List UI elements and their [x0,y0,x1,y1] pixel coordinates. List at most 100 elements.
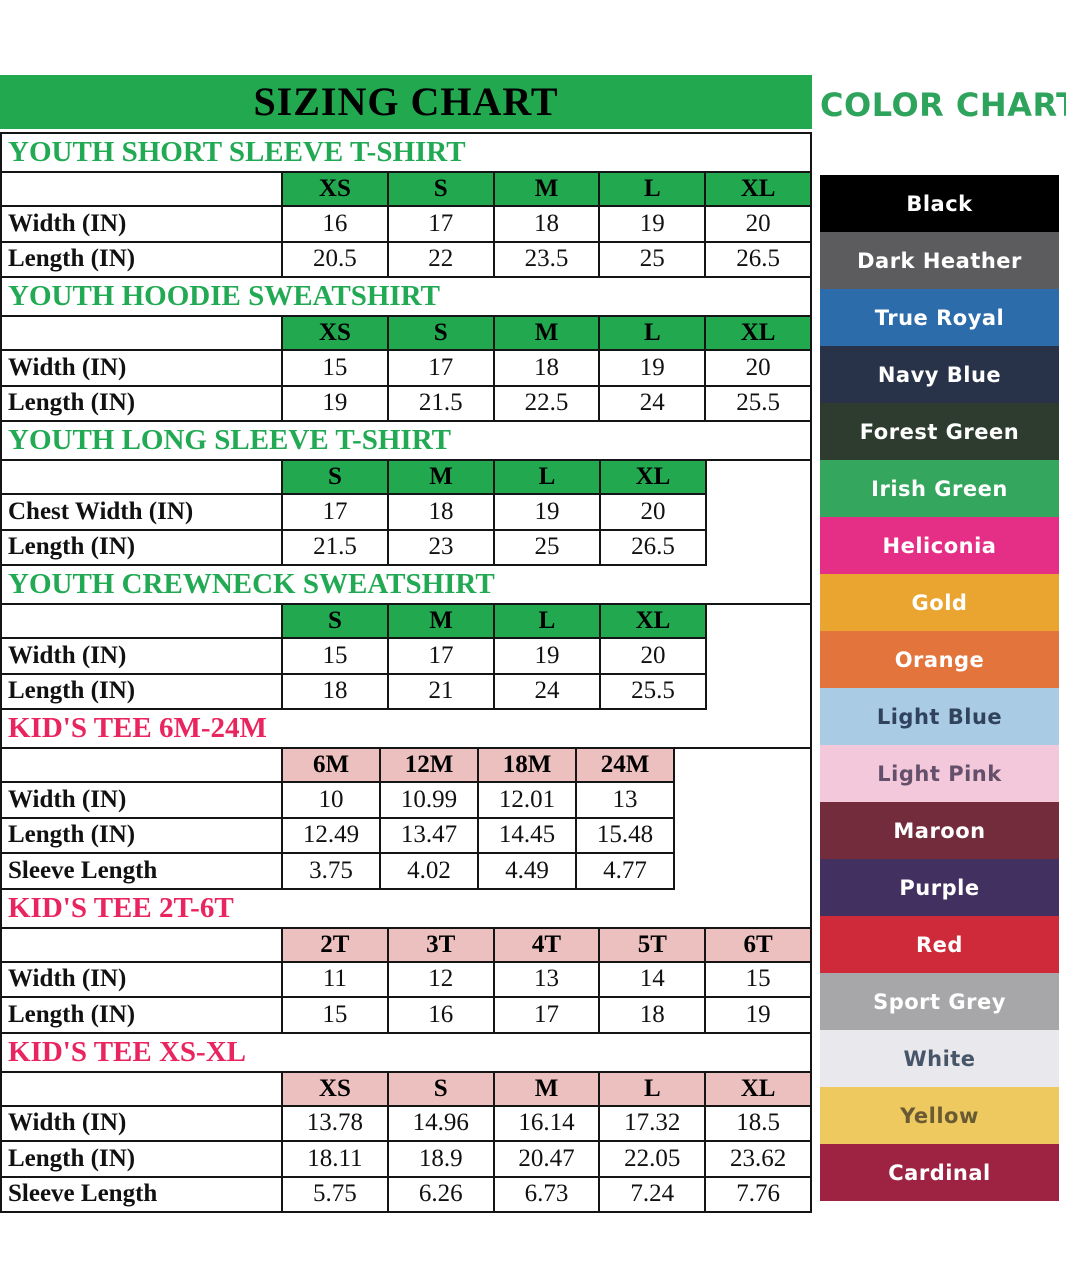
value-cell: 19 [706,998,810,1034]
row-label: Sleeve Length [2,1177,283,1213]
value-cell: 17 [388,351,495,387]
value-cell: 23.62 [706,1142,810,1178]
size-header-cell: L [495,605,601,639]
value-cell: 19 [600,207,707,243]
value-cell: 15 [706,963,810,998]
size-header-cell: XS [283,1072,389,1107]
color-swatch-navy-blue: Navy Blue [820,346,1059,403]
size-header-cell: XL [601,461,707,495]
size-header-cell: S [388,317,495,351]
size-header-cell: 12M [381,749,479,783]
row-label: Width (IN) [2,783,283,819]
value-cell: 20 [601,639,707,675]
table-title: YOUTH LONG SLEEVE T-SHIRT [2,422,810,461]
row-filler-cell [675,783,810,819]
value-cell: 19 [283,386,389,422]
row-filler-cell [675,854,810,890]
row-label: Length (IN) [2,818,283,854]
color-swatch-dark-heather: Dark Heather [820,232,1059,289]
row-label: Length (IN) [2,1142,283,1178]
size-header-cell: XL [601,605,707,639]
value-cell: 13.47 [381,818,479,854]
measurement-row: Length (IN) 15 16 17 18 19 [2,998,810,1034]
value-cell: 11 [283,962,389,998]
color-swatch-gold: Gold [820,574,1059,631]
size-header-cell: L [495,461,601,495]
size-header-cell: S [388,1072,495,1107]
color-swatch-black: Black [820,175,1059,232]
row-label: Length (IN) [2,674,283,710]
measurement-row: Chest Width (IN) 17 18 19 20 [2,495,810,531]
table-title: KID'S TEE 6M-24M [2,710,810,749]
value-cell: 18.11 [283,1142,389,1178]
color-swatch-white: White [820,1030,1059,1087]
color-swatch-true-royal: True Royal [820,289,1059,346]
value-cell: 24 [600,386,707,422]
row-label: Length (IN) [2,386,283,422]
value-cell: 10 [283,783,381,819]
table-title: YOUTH SHORT SLEEVE T-SHIRT [2,132,810,173]
value-cell: 15.48 [577,818,675,854]
measurement-row: Length (IN) 21.5 23 25 26.5 [2,530,810,566]
color-swatch-light-pink: Light Pink [820,745,1059,802]
value-cell: 18.9 [388,1142,495,1178]
value-cell: 22.5 [494,386,601,422]
row-label: Length (IN) [2,530,283,566]
header-filler-cell [707,605,810,639]
measurement-row: Width (IN) 15 17 19 20 [2,639,810,675]
size-header-row: S M L XL [2,461,810,495]
measurement-row: Length (IN) 12.49 13.47 14.45 15.48 [2,818,810,854]
measurement-row: Width (IN) 13.78 14.96 16.14 17.32 18.5 [2,1106,810,1142]
header-filler-cell [675,749,810,783]
value-cell: 7.76 [706,1178,810,1213]
size-header-cell: 4T [494,928,601,963]
measurement-row: Length (IN) 18.11 18.9 20.47 22.05 23.62 [2,1142,810,1178]
value-cell: 22 [388,242,495,278]
value-cell: 18.5 [706,1107,810,1142]
measurement-row: Length (IN) 20.5 22 23.5 25 26.5 [2,242,810,278]
value-cell: 15 [283,351,389,387]
value-cell: 14 [600,962,707,998]
size-header-cell: XS [283,317,389,351]
sizing-table-kid-s-tee-xs-xl: KID'S TEE XS-XL XS S M L XL Width (IN) 13.78 14.… [0,1033,812,1213]
value-cell: 13 [577,783,675,819]
size-header-cell: M [389,605,495,639]
value-cell: 12.01 [479,783,577,819]
measurement-row: Sleeve Length 5.75 6.26 6.73 7.24 7.76 [2,1177,810,1213]
value-cell: 17 [283,495,389,531]
size-header-cell: XL [706,317,810,351]
sizing-tables: YOUTH SHORT SLEEVE T-SHIRT XS S M L XL Width (… [0,132,812,1213]
value-cell: 19 [495,495,601,531]
sizing-chart-title: SIZING CHART [0,75,812,129]
sizing-chart-section: SIZING CHART YOUTH SHORT SLEEVE T-SHIRT X… [0,75,812,1213]
size-header-row: XS S M L XL [2,317,810,351]
row-label: Width (IN) [2,351,283,387]
value-cell: 4.02 [381,854,479,890]
value-cell: 23 [389,530,495,566]
size-header-cell: S [388,173,495,207]
row-filler-cell [707,530,810,566]
sizing-table-youth-long-sleeve-t-shirt: YOUTH LONG SLEEVE T-SHIRT S M L XL Chest Widt… [0,422,812,566]
measurement-row: Width (IN) 15 17 18 19 20 [2,351,810,387]
table-title: YOUTH CREWNECK SWEATSHIRT [2,566,810,605]
header-spacer-cell [2,605,283,639]
measurement-row: Width (IN) 11 12 13 14 15 [2,962,810,998]
size-header-row: XS S M L XL [2,173,810,207]
size-header-cell: XL [706,1072,810,1107]
row-label: Length (IN) [2,242,283,278]
value-cell: 21.5 [388,386,495,422]
color-swatch-cardinal: Cardinal [820,1144,1059,1201]
value-cell: 13 [494,962,601,998]
row-label: Chest Width (IN) [2,495,283,531]
size-header-cell: M [494,317,601,351]
size-header-cell: 18M [479,749,577,783]
color-swatch-list: Black Dark Heather True Royal Navy Blue Fore… [820,175,1059,1201]
value-cell: 18 [600,998,707,1034]
value-cell: 5.75 [283,1177,389,1213]
value-cell: 4.49 [479,854,577,890]
header-filler-cell [707,461,810,495]
size-header-row: XS S M L XL [2,1072,810,1107]
size-header-cell: 3T [388,928,495,963]
value-cell: 21 [389,674,495,710]
value-cell: 25.5 [706,387,810,422]
